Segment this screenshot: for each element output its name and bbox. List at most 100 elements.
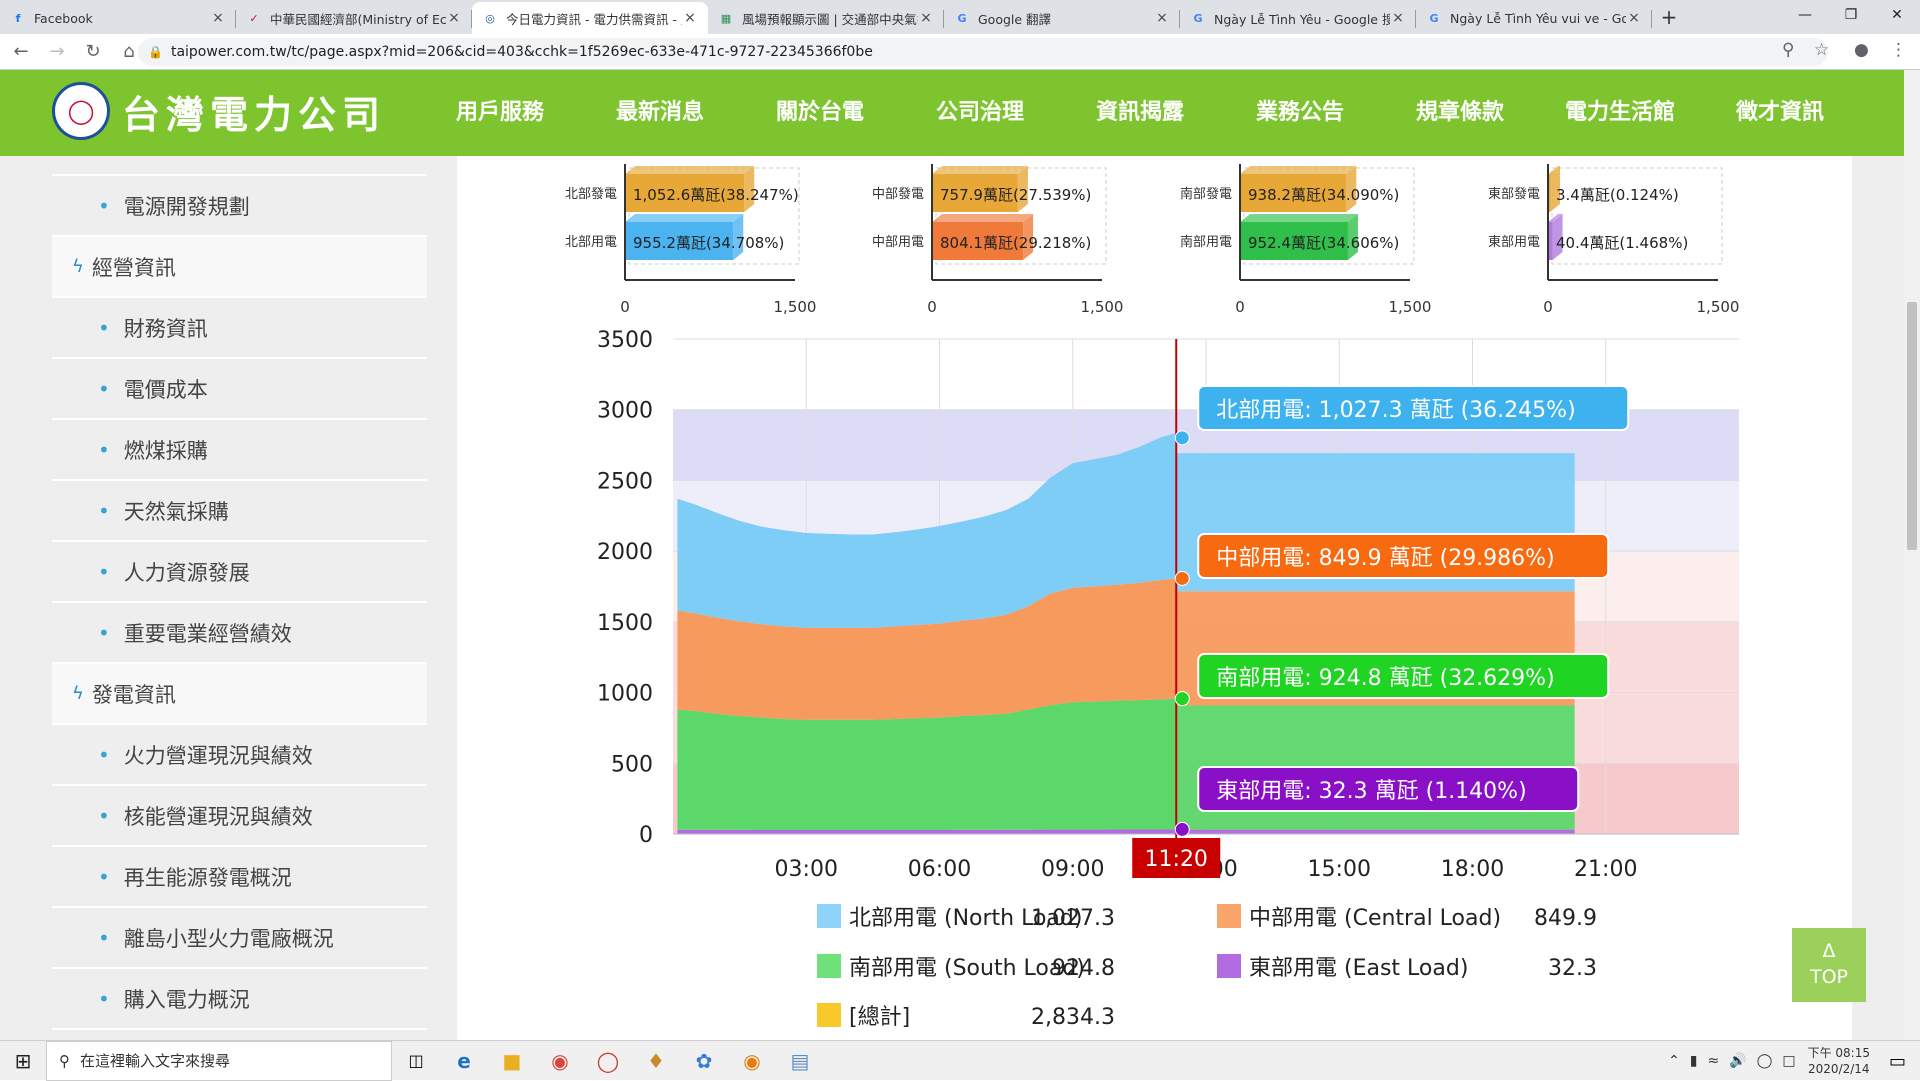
url-field[interactable]: 🔒 taipower.com.tw/tc/page.aspx?mid=206&c…	[138, 38, 1828, 66]
close-tab-icon[interactable]: ×	[684, 10, 696, 26]
app-icon-4[interactable]: ▤	[790, 1048, 810, 1073]
favicon-icon: ▦	[720, 11, 732, 25]
tooltip-box	[1197, 533, 1610, 579]
browser-tab[interactable]: ◎ 今日電力資訊 - 電力供需資訊 - 主 ×	[472, 2, 708, 34]
tooltip-box	[1197, 385, 1630, 431]
close-tab-icon[interactable]: ×	[920, 10, 932, 26]
forward-icon[interactable]: →	[49, 41, 65, 62]
sidebar-item[interactable]: • 人力資源發展	[52, 542, 427, 603]
bookmark-star-icon[interactable]: ☆	[1814, 40, 1830, 60]
close-tab-icon[interactable]: ×	[1156, 10, 1168, 26]
close-tab-icon[interactable]: ×	[448, 10, 460, 26]
home-icon[interactable]: ⌂	[123, 41, 135, 62]
close-tab-icon[interactable]: ×	[1392, 10, 1404, 26]
nav-item[interactable]: 用戶服務	[455, 100, 544, 125]
volume-icon[interactable]: 🔊	[1729, 1053, 1747, 1069]
series-area	[677, 698, 1177, 830]
notification-icon[interactable]: ▭	[1888, 1051, 1906, 1072]
browser-tab[interactable]: G Ngày Lễ Tình Yêu vui ve - Goog ×	[1416, 2, 1652, 34]
chrome-icon[interactable]: ◉	[551, 1048, 569, 1073]
taipower-logo[interactable]: ◯ 台灣電力公司	[52, 82, 386, 140]
nav-item[interactable]: 規章條款	[1415, 100, 1504, 125]
browser-tab[interactable]: G Ngày Lễ Tình Yêu - Google 搜尋 ×	[1180, 2, 1416, 34]
legend-value: 1,027.3	[1031, 906, 1115, 931]
browser-tab[interactable]: f Facebook ×	[0, 2, 236, 34]
app-icon-2[interactable]: ♦	[647, 1048, 665, 1073]
search-placeholder: 在這裡輸入文字來搜尋	[80, 1052, 231, 1070]
page-scrollbar[interactable]	[1904, 70, 1920, 1040]
back-icon[interactable]: ←	[13, 41, 29, 62]
nav-item[interactable]: 電力生活館	[1564, 100, 1675, 125]
profile-icon[interactable]: ●	[1854, 40, 1869, 60]
sidebar-item[interactable]: • 天然氣採購	[52, 481, 427, 542]
zoom-icon[interactable]: ⚲	[1782, 40, 1795, 60]
clock[interactable]: 下午 08:15 2020/2/14	[1808, 1045, 1870, 1077]
close-tab-icon[interactable]: ×	[212, 10, 224, 26]
desktop-icon[interactable]: □	[1782, 1053, 1796, 1069]
bar-top	[625, 166, 755, 174]
app-icon-1[interactable]: ◯	[596, 1048, 620, 1073]
sidebar-item[interactable]: • 財務資訊	[52, 298, 427, 359]
new-tab-button[interactable]: +	[1660, 5, 1678, 29]
minimize-icon[interactable]: —	[1798, 7, 1812, 23]
browser-tab[interactable]: ▦ 風場預報顯示圖 | 交通部中央氣象 ×	[708, 2, 944, 34]
bar-side	[1550, 166, 1560, 212]
legend-swatch	[1217, 954, 1241, 978]
app-icon-3[interactable]: ✿	[695, 1048, 713, 1073]
nav-item[interactable]: 關於台電	[775, 100, 864, 125]
tab-title: Facebook	[34, 10, 93, 26]
bullet-icon: •	[98, 315, 110, 340]
browser-tab[interactable]: G Google 翻譯 ×	[944, 2, 1180, 34]
nav-item[interactable]: 公司治理	[935, 100, 1024, 125]
scrollbar-thumb[interactable]	[1907, 302, 1917, 550]
favicon-icon: ✓	[249, 11, 259, 25]
windows-start-icon[interactable]: ⊞	[14, 1048, 32, 1073]
nav-item[interactable]: 資訊揭露	[1095, 100, 1184, 125]
file-explorer-icon[interactable]: ■	[502, 1048, 522, 1073]
network-icon[interactable]: ≈	[1707, 1053, 1720, 1069]
sidebar-item[interactable]: • 再生能源發電概況	[52, 847, 427, 908]
sidebar-item[interactable]: • 核能營運現況與績效	[52, 786, 427, 847]
tab-title: 今日電力資訊 - 電力供需資訊 - 主	[506, 11, 682, 27]
sidebar-item[interactable]: • 購入電力概況	[52, 969, 427, 1030]
sidebar-item-label: 人力資源發展	[123, 560, 250, 585]
bar-category-label: 中部發電	[872, 187, 924, 202]
bar	[932, 222, 1024, 260]
power-chart: 北部發電 1,052.6萬瓩(38.247%) 北部用電 955.2萬瓩(34.708…	[565, 164, 1739, 1030]
menu-icon[interactable]: ⋮	[1890, 40, 1907, 60]
reload-icon[interactable]: ↻	[85, 41, 101, 62]
nav-item[interactable]: 最新消息	[615, 100, 704, 125]
sidebar-item[interactable]: • 重要電業經營績效	[52, 603, 427, 664]
sidebar-category[interactable]: ϟ 經營資訊	[52, 237, 427, 298]
favicon-icon: G	[1193, 11, 1203, 25]
bar-category-label: 東部發電	[1488, 186, 1540, 202]
blender-icon[interactable]: ◉	[743, 1048, 761, 1073]
edge-icon[interactable]: e	[457, 1048, 471, 1073]
taskbar-search[interactable]: ⚲ 在這裡輸入文字來搜尋	[46, 1040, 392, 1081]
bar-category-label: 東部用電	[1488, 234, 1540, 250]
sidebar-item[interactable]: • 離島小型火力電廠概況	[52, 908, 427, 969]
battery-icon[interactable]: ▮	[1689, 1053, 1698, 1069]
sidebar-item-label: 購入電力概況	[123, 987, 250, 1012]
tray-chevron-icon[interactable]: ⌃	[1668, 1053, 1680, 1069]
sidebar-category[interactable]: ϟ 發電資訊	[52, 664, 427, 725]
favicon-icon: ◎	[485, 11, 495, 25]
sidebar-item[interactable]: • 燃煤採購	[52, 420, 427, 481]
sidebar-item[interactable]: • 電源開發規劃	[52, 176, 427, 237]
task-view-icon[interactable]: ◫	[408, 1051, 424, 1070]
nav-item[interactable]: 徵才資訊	[1735, 100, 1824, 125]
search-icon: ⚲	[59, 1051, 70, 1070]
sidebar-item[interactable]: • 火力營運現況與績效	[52, 725, 427, 786]
tooltip-marker	[1174, 691, 1190, 707]
maximize-icon[interactable]: ❐	[1844, 7, 1858, 23]
back-to-top-button[interactable]: Δ TOP	[1792, 928, 1866, 1002]
close-tab-icon[interactable]: ×	[1628, 10, 1640, 26]
main-nav: 用戶服務 最新消息 關於台電 公司治理 資訊揭露 業務公告 規章條款 電力生活館 徵才資訊	[420, 70, 1860, 156]
sidebar-item-label: 燃煤採購	[123, 438, 208, 463]
sidebar-item[interactable]: • 電價成本	[52, 359, 427, 420]
close-window-icon[interactable]: ✕	[1891, 7, 1903, 23]
nav-item[interactable]: 業務公告	[1255, 100, 1344, 125]
tab-separator	[1415, 10, 1416, 28]
browser-tab[interactable]: ✓ 中華民國經濟部(Ministry of Eco ×	[236, 2, 472, 34]
ime-icon[interactable]: ◯	[1756, 1053, 1773, 1069]
